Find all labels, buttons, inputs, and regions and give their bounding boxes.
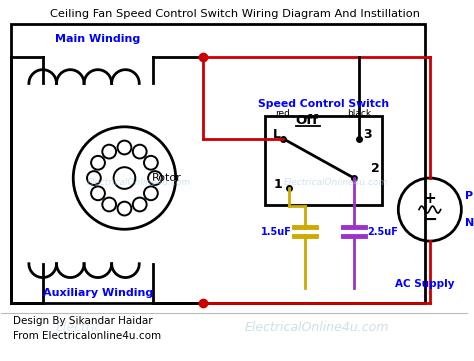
Text: Ceiling Fan Speed Control Switch Wiring Diagram And Instillation: Ceiling Fan Speed Control Switch Wiring … bbox=[50, 9, 420, 19]
Text: Main Winding: Main Winding bbox=[55, 34, 140, 44]
Bar bbox=[265, 116, 382, 205]
Text: Off: Off bbox=[295, 114, 318, 127]
Text: AC Supply: AC Supply bbox=[395, 279, 455, 288]
Text: Design By Sikandar Haidar: Design By Sikandar Haidar bbox=[13, 316, 153, 326]
Text: ElectricalOnline4u.com: ElectricalOnline4u.com bbox=[87, 178, 191, 187]
Text: Auxiliary Winding: Auxiliary Winding bbox=[43, 288, 153, 298]
Text: +: + bbox=[423, 191, 436, 206]
Text: red: red bbox=[275, 109, 291, 118]
Text: ElectricalOnline4u.com: ElectricalOnline4u.com bbox=[284, 178, 388, 187]
Text: −: − bbox=[422, 212, 438, 229]
Text: P: P bbox=[465, 191, 474, 201]
Text: L: L bbox=[273, 128, 281, 141]
Text: Speed Control Switch: Speed Control Switch bbox=[258, 99, 389, 109]
Text: Electric: Electric bbox=[55, 321, 102, 334]
Text: black: black bbox=[347, 109, 371, 118]
Bar bbox=[11, 24, 425, 303]
Text: 1.5uF: 1.5uF bbox=[261, 227, 292, 237]
Text: Rotor: Rotor bbox=[152, 173, 182, 183]
Text: ElectricalOnline4u.com: ElectricalOnline4u.com bbox=[245, 321, 389, 334]
Text: 2.5uF: 2.5uF bbox=[367, 227, 398, 237]
Text: From Electricalonline4u.com: From Electricalonline4u.com bbox=[13, 331, 161, 341]
Text: 1: 1 bbox=[273, 178, 282, 191]
Text: N: N bbox=[465, 218, 474, 229]
Text: 2: 2 bbox=[371, 162, 380, 175]
Text: 3: 3 bbox=[363, 128, 372, 141]
